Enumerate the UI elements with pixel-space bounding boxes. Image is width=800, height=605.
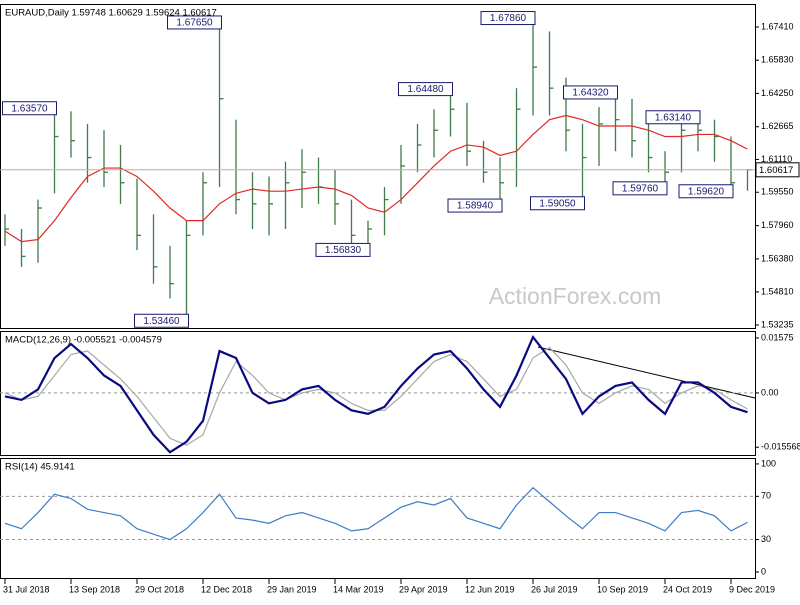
annotation-box	[612, 181, 668, 196]
y-tick-label: 1.64250	[761, 88, 794, 98]
annotation-label: 1.63140	[655, 112, 692, 123]
annotation-box	[645, 110, 701, 125]
panel-title: MACD(12,26,9) -0.005521 -0.004579	[5, 335, 162, 346]
x-tick-label: 31 Jul 2018	[3, 584, 50, 594]
y-tick-label: 1.59550	[761, 187, 794, 197]
x-tick-label: 10 Sep 2019	[597, 584, 648, 594]
panel-title: EURAUD,Daily 1.59748 1.60629 1.59624 1.6…	[5, 8, 217, 19]
annotation-box	[134, 313, 189, 328]
x-tick-label: 12 Dec 2018	[201, 584, 252, 594]
annotation-box	[447, 198, 503, 213]
annotation-box	[2, 101, 57, 116]
annotation-label: 1.59050	[539, 198, 576, 209]
y-tick-label: 1.65830	[761, 55, 794, 65]
annotation-label: 1.59760	[622, 183, 659, 194]
y-tick-label: 30	[761, 534, 771, 544]
y-tick-label: 1.61110	[761, 154, 792, 164]
annotation-label: 1.67650	[176, 18, 213, 29]
x-tick-label: 14 Mar 2019	[333, 584, 384, 594]
annotation-label: 1.67860	[490, 13, 527, 24]
last-price-box	[755, 162, 800, 178]
panel-frame	[0, 331, 756, 456]
annotation-label: 1.53460	[143, 316, 180, 327]
series-line	[4, 114, 748, 243]
trend-line	[537, 346, 756, 399]
y-tick-label: 1.62665	[761, 121, 794, 131]
y-tick-label: 1.56380	[761, 253, 794, 263]
watermark: ActionForex.com	[489, 283, 662, 309]
last-price-label: 1.60617	[759, 165, 793, 176]
panel-title: RSI(14) 45.9141	[5, 462, 75, 473]
annotation-box	[678, 184, 734, 199]
x-tick-label: 12 Jun 2019	[465, 584, 515, 594]
y-tick-label: 1.53235	[761, 319, 794, 329]
series-line	[4, 334, 748, 454]
annotation-box	[398, 82, 453, 97]
x-tick-label: 26 Jul 2019	[531, 584, 578, 594]
annotation-label: 1.58940	[457, 201, 494, 212]
x-tick-label: 29 Jan 2019	[267, 584, 317, 594]
annotation-label: 1.64480	[407, 84, 444, 95]
x-tick-label: 24 Oct 2019	[663, 584, 712, 594]
y-tick-label: 1.67410	[761, 21, 794, 31]
panel-frame	[0, 4, 756, 329]
x-tick-label: 29 Oct 2018	[135, 584, 184, 594]
panel-frame	[0, 458, 756, 579]
annotation-label: 1.64320	[572, 88, 609, 99]
y-tick-label: 1.57960	[761, 220, 794, 230]
y-tick-label: 70	[761, 491, 771, 501]
y-tick-label: 0	[761, 566, 766, 576]
x-tick-label: 29 Apr 2019	[399, 584, 448, 594]
y-tick-label: 1.54810	[761, 286, 794, 296]
y-tick-label: 100	[761, 458, 776, 468]
y-tick-label: -0.015568	[761, 442, 800, 452]
annotation-label: 1.63570	[11, 103, 48, 114]
series-line	[4, 486, 748, 541]
annotation-label: 1.59620	[688, 186, 725, 197]
y-tick-label: 0.01575	[761, 332, 794, 342]
annotation-box	[167, 15, 222, 30]
annotation-box	[530, 196, 585, 211]
x-tick-label: 9 Dec 2019	[729, 584, 775, 594]
annotation-box	[315, 242, 371, 257]
series-line	[4, 346, 748, 446]
y-tick-label: 0.00	[761, 387, 779, 397]
annotation-box	[563, 85, 618, 100]
annotation-box	[480, 11, 536, 26]
x-tick-label: 13 Sep 2018	[69, 584, 120, 594]
annotation-label: 1.56830	[325, 245, 362, 256]
